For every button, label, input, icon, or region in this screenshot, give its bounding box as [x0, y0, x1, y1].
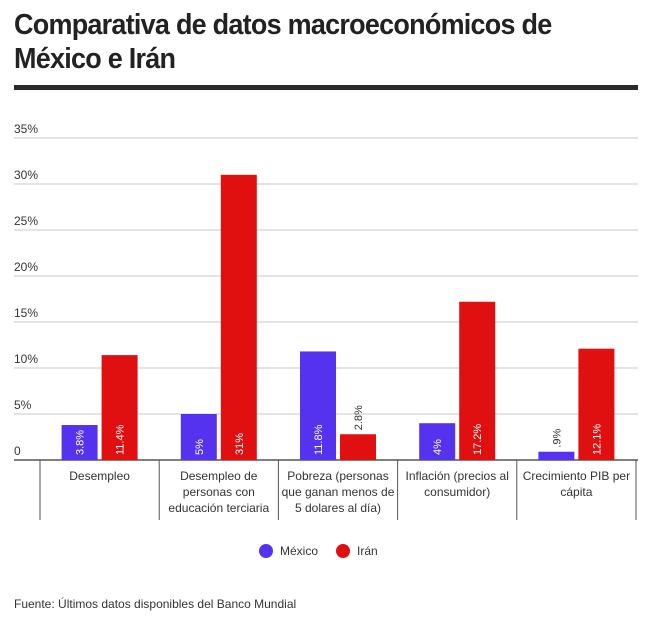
bar-mexico [419, 423, 456, 460]
x-category-label: Desempleo [69, 469, 130, 483]
legend: México Irán [0, 544, 650, 564]
y-tick-label: 10% [14, 352, 38, 366]
bar-iran [459, 301, 496, 460]
data-label: 31% [234, 433, 246, 455]
bar-mexico [538, 451, 575, 460]
y-tick-label: 5% [14, 398, 32, 412]
data-label: 11.8% [313, 424, 325, 455]
data-label: 5% [194, 439, 206, 455]
data-label: 12.1% [591, 424, 603, 455]
x-category-label: que ganan menos de [282, 485, 395, 499]
legend-item-mexico: México [259, 544, 318, 558]
title-rule [14, 85, 638, 90]
legend-label-mexico: México [280, 544, 319, 558]
y-tick-label: 20% [14, 260, 38, 274]
bar-chart: 0 5% 10% 15% 20% 25% 30% 35% Desempleo 3.8% 11.4% D… [14, 122, 638, 520]
x-category-label: Inflación (precios al [406, 469, 509, 483]
y-tick-label: 35% [14, 122, 38, 136]
chart-title: Comparativa de datos macroeconómicos de … [14, 9, 552, 75]
x-category-label: educación terciaria [168, 501, 269, 515]
legend-label-iran: Irán [357, 544, 378, 558]
source-note: Fuente: Últimos datos disponibles del Ba… [14, 597, 297, 611]
data-label: 2.8% [353, 405, 365, 430]
bar-iran [101, 355, 138, 460]
bar-mexico [300, 351, 336, 460]
x-category-label: 5 dolares al día) [295, 501, 381, 515]
data-label: 3.8% [75, 430, 87, 455]
bar-iran [220, 174, 257, 461]
bar-mexico [61, 425, 98, 460]
x-category-label: Pobreza (personas [287, 469, 388, 483]
data-label: 4% [432, 439, 444, 455]
x-category-label: Crecimiento PIB per [523, 469, 630, 483]
y-tick-label: 25% [14, 214, 38, 228]
data-label: .9% [551, 429, 563, 448]
data-label: 17.2% [472, 424, 484, 455]
x-category-label: cápita [560, 485, 592, 499]
y-tick-label: 15% [14, 306, 38, 320]
x-category-label: consumidor) [424, 485, 490, 499]
bar-iran [578, 348, 615, 460]
legend-swatch-iran [336, 544, 350, 558]
x-category-label: Desempleo de [180, 469, 258, 483]
x-category-label: personas con [183, 485, 255, 499]
y-tick-label: 30% [14, 168, 38, 182]
data-label: 11.4% [115, 424, 127, 455]
bar-mexico [180, 414, 217, 460]
bar-iran [340, 434, 376, 460]
y-tick-label: 0 [14, 444, 21, 458]
legend-item-iran: Irán [336, 544, 378, 558]
legend-swatch-mexico [259, 544, 273, 558]
